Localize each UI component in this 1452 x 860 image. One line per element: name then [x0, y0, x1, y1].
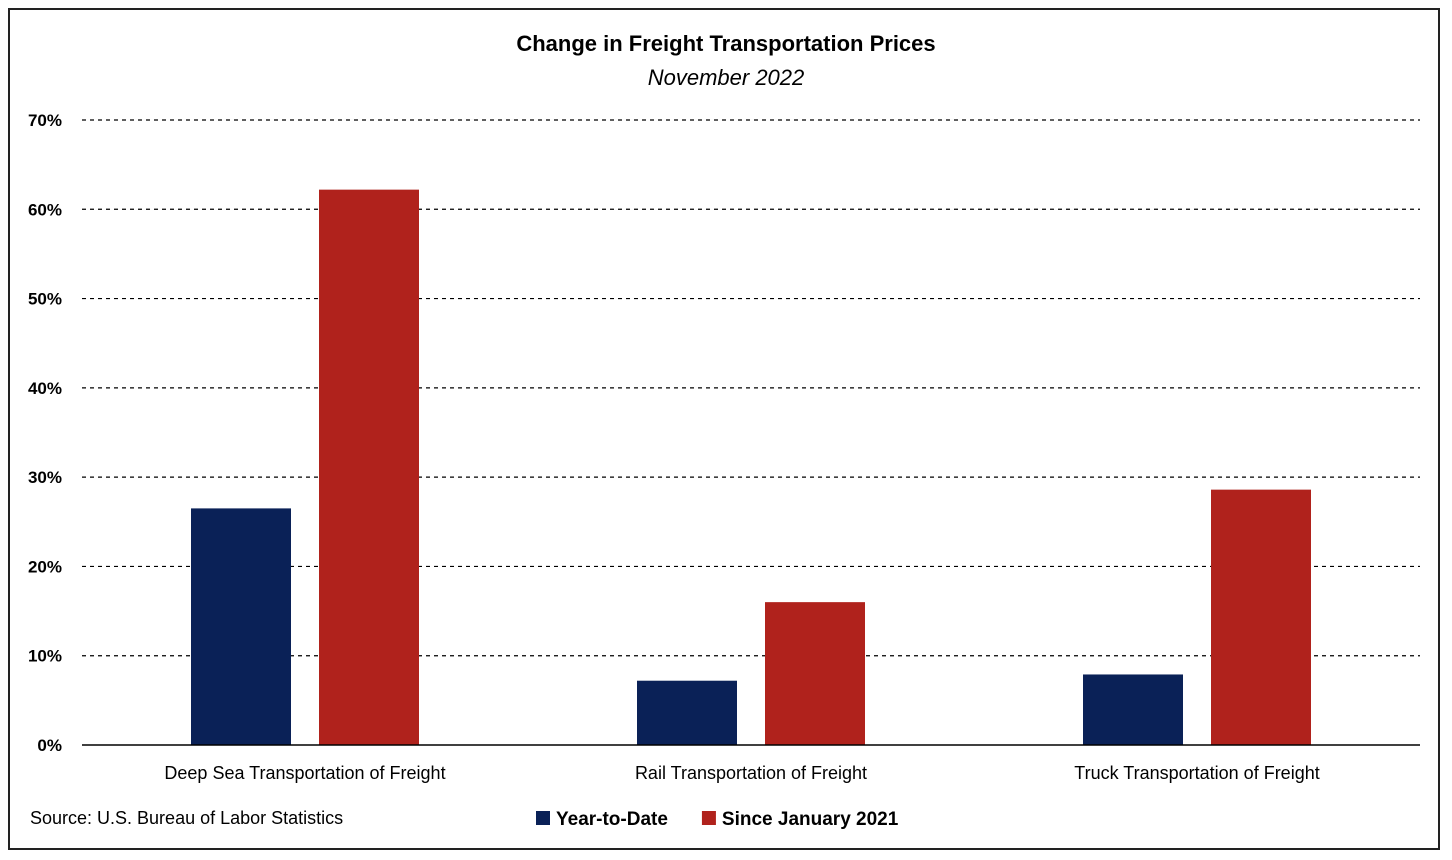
x-tick-label: Rail Transportation of Freight — [635, 763, 867, 783]
legend: Year-to-Date Since January 2021 — [536, 809, 899, 830]
y-tick-label: 50% — [28, 290, 62, 309]
y-tick-label: 70% — [28, 111, 62, 130]
x-tick-label: Deep Sea Transportation of Freight — [164, 763, 445, 783]
y-tick-label: 10% — [28, 647, 62, 666]
legend-label: Year-to-Date — [556, 809, 668, 830]
bars — [191, 189, 1311, 746]
y-tick-label: 0% — [37, 736, 62, 755]
legend-swatch — [701, 811, 716, 825]
x-tick-label: Truck Transportation of Freight — [1074, 763, 1319, 783]
legend-label: Since January 2021 — [722, 809, 899, 830]
bar — [191, 508, 291, 745]
bar — [1211, 489, 1311, 745]
bar — [1083, 674, 1183, 745]
bar — [319, 189, 419, 746]
bar — [765, 602, 865, 745]
y-tick-label: 20% — [28, 557, 62, 576]
gridlines — [82, 119, 1420, 657]
legend-swatch — [536, 811, 550, 825]
chart-title: Change in Freight Transportation Prices — [516, 31, 935, 56]
y-tick-label: 30% — [28, 468, 62, 487]
source-note: Source: U.S. Bureau of Labor Statistics — [30, 808, 343, 828]
x-axis-ticks: Deep Sea Transportation of Freight Rail T… — [164, 763, 1319, 783]
y-tick-label: 60% — [28, 200, 62, 219]
y-tick-label: 40% — [28, 379, 62, 398]
chart-subtitle: November 2022 — [648, 65, 805, 90]
bar — [637, 680, 737, 745]
y-axis-ticks: 0% 10% 20% 30% 40% 50% 60% 70% — [28, 111, 62, 755]
